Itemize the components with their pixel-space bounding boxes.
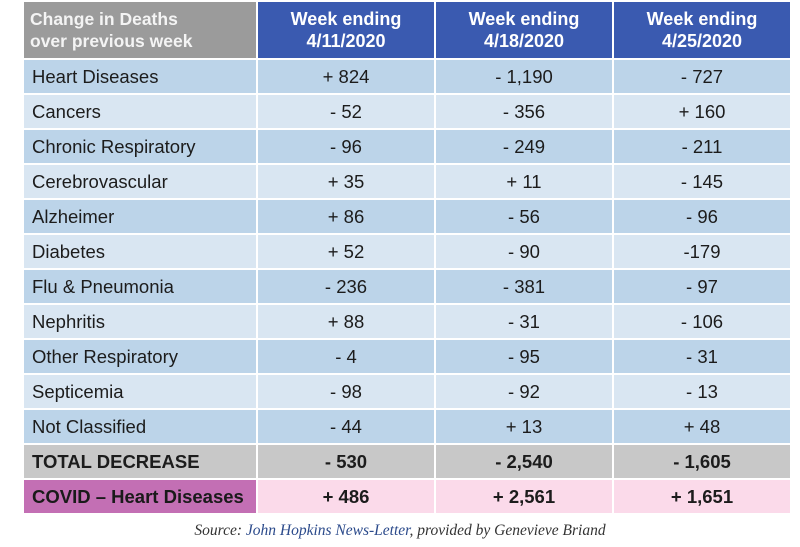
value-cell: - 52 bbox=[258, 95, 434, 128]
total-row: TOTAL DECREASE - 530- 2,540- 1,605 bbox=[24, 445, 790, 478]
week-label: Week ending bbox=[646, 9, 758, 29]
week-label: Week ending bbox=[468, 9, 580, 29]
row-label: Cancers bbox=[24, 95, 256, 128]
value-cell: + 88 bbox=[258, 305, 434, 338]
table-row: Other Respiratory - 4- 95- 31 bbox=[24, 340, 790, 373]
week-date: 4/25/2020 bbox=[661, 31, 743, 51]
value-cell: - 56 bbox=[436, 200, 612, 233]
value-cell: + 824 bbox=[258, 60, 434, 93]
value-cell: - 96 bbox=[614, 200, 790, 233]
week-date: 4/11/2020 bbox=[306, 31, 386, 51]
value-cell: + 52 bbox=[258, 235, 434, 268]
value-cell: - 13 bbox=[614, 375, 790, 408]
table-body: Heart Diseases + 824- 1,190- 727 Cancers - … bbox=[24, 60, 790, 513]
value-cell: - 44 bbox=[258, 410, 434, 443]
table-row: Nephritis + 88- 31- 106 bbox=[24, 305, 790, 338]
deaths-table: Change in Deaths over previous week Week… bbox=[22, 0, 792, 515]
value-cell: + 13 bbox=[436, 410, 612, 443]
table-row: Cerebrovascular + 35 + 11- 145 bbox=[24, 165, 790, 198]
value-cell: + 48 bbox=[614, 410, 790, 443]
corner-header-line1: Change in Deaths bbox=[30, 9, 178, 29]
value-cell: - 92 bbox=[436, 375, 612, 408]
value-cell: -179 bbox=[614, 235, 790, 268]
row-label: Other Respiratory bbox=[24, 340, 256, 373]
table-row: Cancers - 52- 356 + 160 bbox=[24, 95, 790, 128]
table-row: Chronic Respiratory - 96- 249- 211 bbox=[24, 130, 790, 163]
week-header-3: Week ending 4/25/2020 bbox=[614, 2, 790, 58]
value-cell: - 236 bbox=[258, 270, 434, 303]
table-row: Alzheimer + 86- 56- 96 bbox=[24, 200, 790, 233]
week-header-1: Week ending 4/11/2020 bbox=[258, 2, 434, 58]
value-cell: - 145 bbox=[614, 165, 790, 198]
value-cell: + 11 bbox=[436, 165, 612, 198]
table-row: Heart Diseases + 824- 1,190- 727 bbox=[24, 60, 790, 93]
value-cell: - 106 bbox=[614, 305, 790, 338]
table-row: Diabetes + 52- 90 -179 bbox=[24, 235, 790, 268]
value-cell: - 211 bbox=[614, 130, 790, 163]
row-label: Diabetes bbox=[24, 235, 256, 268]
value-cell: - 98 bbox=[258, 375, 434, 408]
value-cell: - 1,190 bbox=[436, 60, 612, 93]
value-cell: - 356 bbox=[436, 95, 612, 128]
row-label: TOTAL DECREASE bbox=[24, 445, 256, 478]
source-suffix: , provided by Genevieve Briand bbox=[409, 522, 606, 539]
value-cell: - 727 bbox=[614, 60, 790, 93]
value-cell: + 86 bbox=[258, 200, 434, 233]
table-row: Flu & Pneumonia - 236- 381- 97 bbox=[24, 270, 790, 303]
value-cell: - 249 bbox=[436, 130, 612, 163]
value-cell: - 96 bbox=[258, 130, 434, 163]
week-label: Week ending bbox=[290, 9, 402, 29]
value-cell: - 4 bbox=[258, 340, 434, 373]
value-cell: + 1,651 bbox=[614, 480, 790, 513]
value-cell: + 2,561 bbox=[436, 480, 612, 513]
corner-header: Change in Deaths over previous week bbox=[24, 2, 256, 58]
value-cell: - 1,605 bbox=[614, 445, 790, 478]
value-cell: - 31 bbox=[436, 305, 612, 338]
row-label: Cerebrovascular bbox=[24, 165, 256, 198]
row-label: Flu & Pneumonia bbox=[24, 270, 256, 303]
row-label: Alzheimer bbox=[24, 200, 256, 233]
row-label: Heart Diseases bbox=[24, 60, 256, 93]
value-cell: - 97 bbox=[614, 270, 790, 303]
week-header-2: Week ending 4/18/2020 bbox=[436, 2, 612, 58]
row-label: Septicemia bbox=[24, 375, 256, 408]
row-label: Nephritis bbox=[24, 305, 256, 338]
covid-row: COVID – Heart Diseases + 486 + 2,561 + 1,65… bbox=[24, 480, 790, 513]
row-label: Chronic Respiratory bbox=[24, 130, 256, 163]
value-cell: + 35 bbox=[258, 165, 434, 198]
value-cell: - 530 bbox=[258, 445, 434, 478]
value-cell: - 2,540 bbox=[436, 445, 612, 478]
value-cell: - 31 bbox=[614, 340, 790, 373]
source-publication: John Hopkins News-Letter bbox=[245, 522, 410, 539]
week-date: 4/18/2020 bbox=[483, 31, 565, 51]
value-cell: - 95 bbox=[436, 340, 612, 373]
table-row: Not Classified - 44 + 13 + 48 bbox=[24, 410, 790, 443]
source-prefix: Source: bbox=[194, 522, 246, 539]
row-label: Not Classified bbox=[24, 410, 256, 443]
header-row: Change in Deaths over previous week Week… bbox=[24, 2, 790, 58]
value-cell: + 486 bbox=[258, 480, 434, 513]
value-cell: - 381 bbox=[436, 270, 612, 303]
table-row: Septicemia - 98- 92- 13 bbox=[24, 375, 790, 408]
value-cell: - 90 bbox=[436, 235, 612, 268]
source-caption: Source: John Hopkins News-Letter, provid… bbox=[0, 522, 800, 540]
corner-header-line2: over previous week bbox=[30, 31, 193, 51]
value-cell: + 160 bbox=[614, 95, 790, 128]
row-label: COVID – Heart Diseases bbox=[24, 480, 256, 513]
